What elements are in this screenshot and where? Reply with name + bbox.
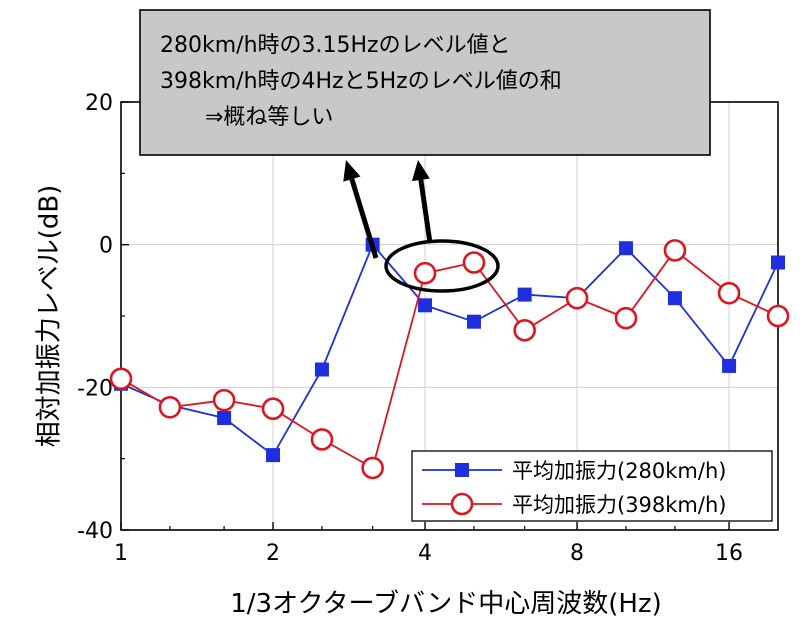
x-axis-title: 1/3オクターブバンド中心周波数(Hz) — [230, 589, 662, 619]
data-point — [310, 428, 334, 451]
callout-arrow-head — [411, 160, 430, 182]
data-point — [314, 362, 329, 377]
series-line — [120, 249, 779, 470]
data-point — [663, 239, 687, 262]
data-point — [717, 281, 741, 305]
legend-label: 平均加振力(280km/h) — [512, 459, 726, 483]
legend-items: 平均加振力(280km/h) 平均加振力(398km/h) — [422, 459, 726, 517]
data-point — [618, 241, 633, 256]
series-line — [120, 242, 779, 457]
data-point — [266, 448, 281, 463]
data-point — [565, 286, 589, 310]
callout-arrow-shaft — [418, 179, 433, 244]
data-point — [513, 318, 536, 342]
data-point — [413, 261, 437, 285]
y-tick-label: -20 — [77, 376, 113, 401]
data-point — [466, 314, 481, 329]
series-1 — [114, 237, 785, 463]
legend-label: 平均加振力(398km/h) — [512, 493, 726, 517]
data-point — [217, 411, 232, 426]
callout-line-3: ⇒概ね等しい — [205, 105, 333, 130]
callout: 280km/h時の3.15Hzのレベル値と 398km/h時の4Hzと5Hzのレ… — [139, 9, 711, 293]
series-2 — [109, 239, 790, 480]
data-point — [361, 456, 384, 480]
data-point — [517, 287, 532, 302]
y-tick-label: -40 — [77, 519, 113, 544]
data-point — [462, 251, 486, 274]
data-point — [614, 306, 638, 330]
legend-marker — [450, 492, 474, 516]
callout-line-1: 280km/h時の3.15Hzのレベル値と — [160, 33, 511, 58]
x-tick-label: 2 — [266, 541, 280, 566]
highlight-ellipse — [384, 239, 500, 293]
data-point — [212, 388, 236, 412]
series-layer — [109, 237, 790, 480]
axis-ticks: 1 2 4 8 16 -40 -20 0 20 — [77, 91, 779, 566]
x-tick-label: 16 — [715, 541, 743, 566]
legend: 平均加振力(280km/h) 平均加振力(398km/h) — [411, 450, 773, 522]
x-tick-label: 1 — [114, 541, 128, 566]
data-point — [158, 396, 182, 419]
y-axis-title-group: 相対加振力レベル(dB) — [35, 185, 65, 448]
data-point — [261, 397, 285, 421]
legend-box — [411, 450, 773, 522]
x-tick-label: 8 — [570, 541, 584, 566]
y-tick-label: 0 — [99, 234, 113, 259]
data-point — [667, 291, 682, 306]
callout-arrows — [343, 160, 433, 259]
callout-box — [139, 9, 711, 156]
data-point — [722, 358, 737, 373]
x-tick-label: 4 — [418, 541, 432, 566]
data-point — [418, 298, 433, 313]
data-point — [766, 304, 790, 328]
legend-marker — [455, 463, 469, 477]
callout-arrow-shaft — [349, 178, 379, 259]
callout-line-2: 398km/h時の4Hzと5Hzのレベル値の和 — [160, 69, 562, 94]
y-tick-label: 20 — [85, 91, 113, 116]
data-point — [109, 367, 133, 391]
callout-arrow-head — [343, 160, 361, 182]
data-point — [771, 255, 785, 270]
y-axis-title: 相対加振力レベル(dB) — [35, 185, 65, 448]
